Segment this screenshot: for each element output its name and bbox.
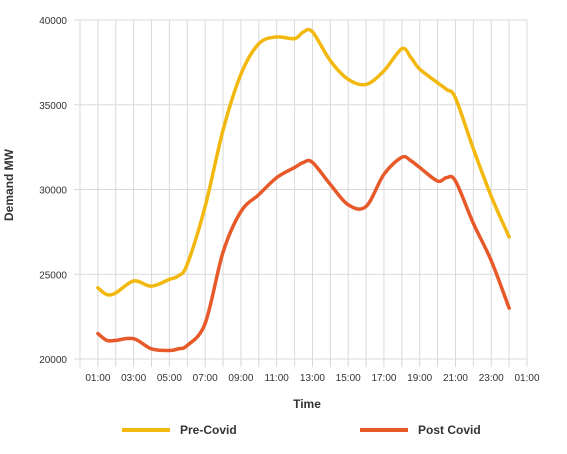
x-tick-label: 03:00: [121, 373, 146, 384]
x-tick-label: 07:00: [193, 373, 218, 384]
x-tick-label: 11:00: [265, 373, 290, 384]
y-tick-label: 20000: [39, 355, 67, 366]
y-tick-label: 40000: [39, 16, 67, 27]
legend: Pre-Covid Post Covid: [122, 423, 481, 437]
y-axis: 20000 25000 30000 35000 40000: [39, 16, 67, 366]
x-tick-label: 01:00: [514, 373, 539, 384]
x-tick-label: 21:00: [443, 373, 468, 384]
grid: [74, 19, 528, 367]
x-tick-label: 23:00: [479, 373, 504, 384]
series-line-pre-covid: [96, 27, 511, 297]
x-tick-label: 17:00: [371, 373, 396, 384]
legend-label-pre-covid: Pre-Covid: [180, 423, 237, 437]
x-tick-label: 19:00: [407, 373, 432, 384]
series-line-post-covid: [96, 154, 511, 353]
x-axis: 01:00 03:00 05:00 07:00 09:00 11:00 13:00 15:00…: [85, 373, 540, 384]
legend-label-post-covid: Post Covid: [418, 423, 481, 437]
y-axis-title: Demand MW: [2, 148, 16, 221]
x-axis-title: Time: [293, 397, 321, 411]
y-tick-label: 25000: [39, 270, 67, 281]
x-tick-label: 09:00: [228, 373, 253, 384]
x-tick-label: 05:00: [157, 373, 182, 384]
y-tick-label: 30000: [39, 186, 67, 197]
series-lines: [96, 27, 511, 353]
x-tick-label: 13:00: [300, 373, 325, 384]
y-tick-label: 35000: [39, 101, 67, 112]
x-tick-label: 01:00: [85, 373, 110, 384]
x-tick-label: 15:00: [336, 373, 361, 384]
